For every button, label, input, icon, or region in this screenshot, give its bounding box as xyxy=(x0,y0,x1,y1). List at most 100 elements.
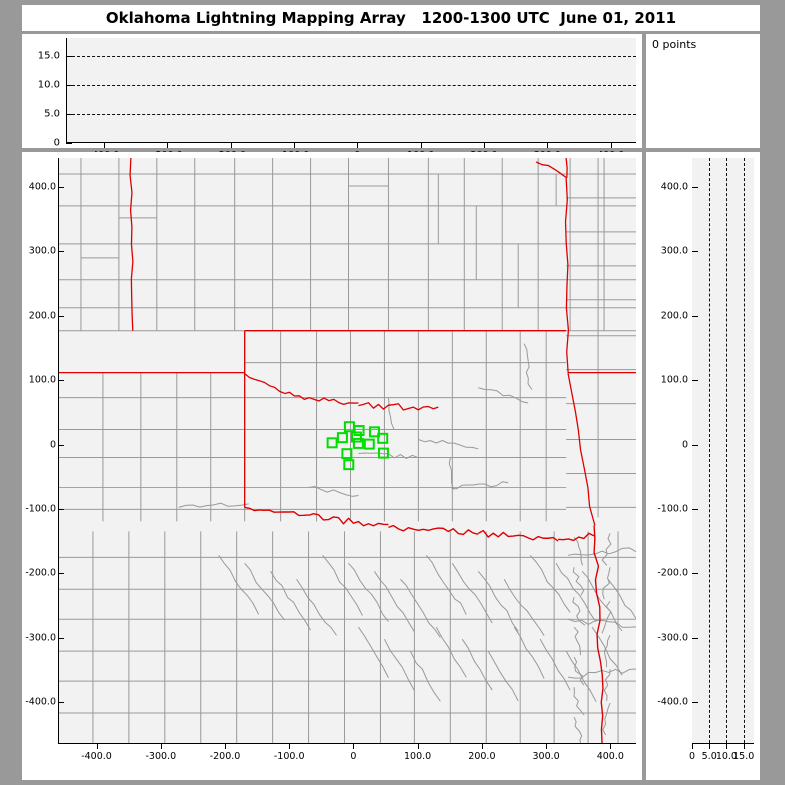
x-axis-tick xyxy=(289,744,291,749)
gridline-horizontal xyxy=(67,55,636,57)
y-axis-tick xyxy=(58,444,64,446)
x-axis-tick xyxy=(230,143,232,148)
x-axis-tick xyxy=(546,744,548,749)
county-line-diagonal-6 xyxy=(374,571,415,632)
y-axis-tick-label: 5.0 xyxy=(44,108,60,120)
plan-view-map-plot-area[interactable] xyxy=(58,158,636,744)
x-axis-tick-label: -300.0 xyxy=(145,751,177,762)
y-axis-tick-label: 400.0 xyxy=(660,181,688,193)
county-line-diagonal-b-0 xyxy=(358,626,389,678)
y-axis-tick-label: -300.0 xyxy=(657,632,688,644)
page-title: Oklahoma Lightning Mapping Array 1200-13… xyxy=(105,9,677,27)
county-line-diagonal-12 xyxy=(529,554,571,613)
lma-station-markers-layer[interactable] xyxy=(326,421,389,471)
altitude-vs-north-plot-area[interactable] xyxy=(692,158,754,744)
lma-station-marker[interactable] xyxy=(377,432,389,444)
y-axis-tick-label: 100.0 xyxy=(28,374,56,386)
county-line-diagonal-5 xyxy=(348,562,389,622)
map-x-axis: -400.0 -300.0 -200.0 -100.0 0 100.0 200.0 300.0… xyxy=(58,744,636,768)
y-axis-tick xyxy=(692,573,698,575)
county-line-ozark-4 xyxy=(573,656,585,686)
x-axis-tick-label: -400.0 xyxy=(81,751,112,762)
altitude-vs-north-panel: 0 5.0 10.0 15.0 400.0 300.0 200.0 100.0 0 -100.0… xyxy=(646,152,760,780)
x-axis-tick xyxy=(481,744,483,749)
y-axis-tick xyxy=(692,187,698,188)
y-axis-tick-label: -400.0 xyxy=(25,696,56,708)
x-axis-tick xyxy=(167,143,169,148)
y-axis-tick xyxy=(58,187,64,188)
lma-station-marker[interactable] xyxy=(326,437,338,449)
lma-station-marker[interactable] xyxy=(341,448,353,460)
county-line-diagonal-b-5 xyxy=(487,650,519,702)
undefined xyxy=(178,502,249,508)
altitude-vs-east-panel: -400.0-300.0-200.0-100.00100.0200.0300.0… xyxy=(22,34,642,161)
undefined xyxy=(450,481,509,490)
state-border-red-river-0 xyxy=(244,373,285,394)
y-axis-tick-label: 0 xyxy=(681,439,688,451)
lma-station-marker[interactable] xyxy=(350,431,362,443)
x-axis-tick-label: 5.0 xyxy=(701,751,717,762)
y-axis-tick-label: 400.0 xyxy=(28,181,56,193)
state-border-arkansas-texas xyxy=(593,525,604,743)
county-line-diagonal-10 xyxy=(477,570,519,632)
gridline-horizontal xyxy=(67,113,636,115)
county-line-ozark-b-1 xyxy=(602,567,611,600)
lma-station-marker[interactable] xyxy=(363,438,375,450)
x-axis-tick-label: 400.0 xyxy=(596,751,624,762)
altitude-vs-east-plot-area[interactable] xyxy=(66,38,636,143)
y-axis-tick xyxy=(66,84,72,86)
county-line-diagonal-4 xyxy=(322,555,363,616)
undefined xyxy=(387,397,395,430)
undefined xyxy=(478,387,529,404)
lma-station-marker[interactable] xyxy=(343,459,355,471)
county-line-ozark-h-0 xyxy=(568,547,636,556)
y-axis-tick-label: 10.0 xyxy=(37,79,60,91)
x-axis-tick xyxy=(547,143,549,148)
state-border-red-river-1 xyxy=(284,391,359,406)
county-line-diagonal-9 xyxy=(451,563,493,624)
y-axis-tick-label: -100.0 xyxy=(25,503,56,515)
lma-station-marker[interactable] xyxy=(368,426,380,438)
x-axis-tick-label: 0 xyxy=(688,751,696,762)
county-line-ozark-b-3 xyxy=(603,634,611,668)
county-line-diagonal-3 xyxy=(296,579,337,636)
county-line-diagonal-b-8 xyxy=(565,650,597,703)
lma-station-marker[interactable] xyxy=(377,447,389,459)
y-axis-tick xyxy=(692,444,698,446)
x-axis-tick xyxy=(692,744,693,749)
x-axis-tick-label: 0 xyxy=(350,751,357,762)
y-axis-tick-label: 0 xyxy=(53,137,60,149)
x-axis-tick xyxy=(353,744,355,749)
state-border-colorado-kansas xyxy=(129,158,134,331)
x-axis-tick xyxy=(726,744,728,749)
county-line-diagonal-15 xyxy=(607,578,636,620)
state-border-oklahoma-east xyxy=(564,177,570,374)
y-axis-tick xyxy=(58,637,64,639)
county-line-ozark-b-2 xyxy=(601,600,612,634)
undefined xyxy=(308,486,359,497)
county-line-diagonal-b-3 xyxy=(435,626,467,678)
y-axis-tick xyxy=(58,315,64,317)
lma-station-marker[interactable] xyxy=(352,437,364,449)
county-line-ozark-5 xyxy=(573,687,585,716)
y-axis-tick xyxy=(692,315,698,317)
y-axis-tick xyxy=(66,113,72,115)
county-line-diagonal-1 xyxy=(244,562,286,621)
gridline-vertical xyxy=(709,158,711,743)
x-axis-tick xyxy=(709,744,711,749)
y-axis-tick-label: -400.0 xyxy=(657,696,688,708)
point-count-panel: 0 points xyxy=(646,34,760,148)
y-axis-tick-label: 100.0 xyxy=(660,374,688,386)
lma-station-marker[interactable] xyxy=(336,432,348,444)
y-axis-tick-label: -200.0 xyxy=(657,567,688,579)
state-border-red-river-a xyxy=(244,506,309,517)
x-axis-tick-label: 300.0 xyxy=(532,751,560,762)
point-count-label: 0 points xyxy=(652,38,697,51)
lma-station-marker[interactable] xyxy=(353,425,365,437)
county-line-ozark-b-5 xyxy=(602,702,611,736)
county-line-diagonal-8 xyxy=(425,555,467,615)
x-axis-tick xyxy=(357,143,359,148)
y-axis-tick xyxy=(58,380,64,382)
x-axis-tick xyxy=(294,143,295,148)
